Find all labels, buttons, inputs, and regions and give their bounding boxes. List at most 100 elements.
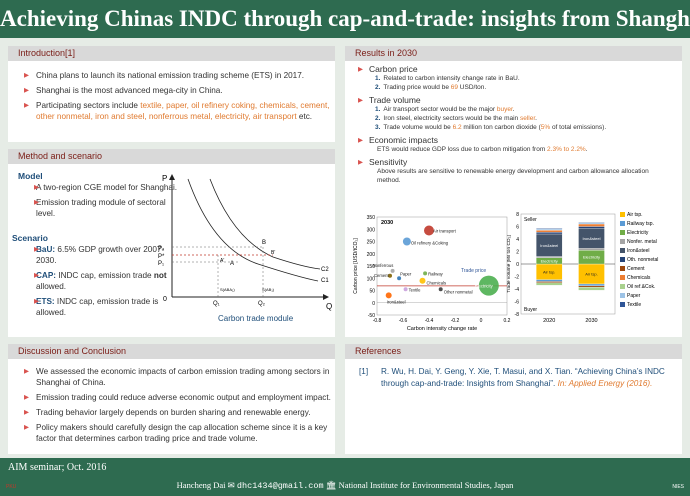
scatter-y-tick-6: 50 (369, 289, 375, 295)
bar-legend-swatch-0 (620, 212, 625, 217)
bar-legend-swatch-7 (620, 275, 625, 280)
results-panel: Results in 2030 Carbon price 1.Related t… (345, 46, 682, 337)
q1-label: Q₁ (213, 301, 220, 307)
point-a-label: A (230, 261, 234, 267)
bar-legend-label-3: Nonfer. metal (627, 239, 657, 245)
economic-impacts-text: ETS would reduce GDP loss due to carbon … (377, 146, 588, 153)
trade-volume-item-2: 2. Iron steel, electricity sectors would … (375, 115, 537, 122)
scatter-point-2 (390, 268, 395, 273)
carbon-price-scatter-chart: 350 300 250 200 150 100 50 0 -50-0.8 -0.6 -0.4 -0.2… (353, 215, 511, 332)
axis-q-label: Q (326, 302, 332, 311)
bar-2020-7 (536, 230, 563, 233)
poster-footer: AIM seminar; Oct. 2016 Hancheng Dai ✉ dh… (0, 458, 690, 496)
bar-legend-label-5: Oth. nonmetal (627, 257, 658, 263)
bar-segment-label-2030-0: Air tsp. (585, 272, 597, 277)
sensitivity-text: Above results are sensitive to renewable… (377, 168, 649, 184)
introduction-heading: Introduction[1] (8, 46, 335, 61)
intro-bullet-2: Shanghai is the most advanced mega-city … (8, 85, 335, 96)
bar-legend-swatch-4 (620, 248, 625, 253)
bar-segment-label-2030-2: Electricity (583, 255, 600, 260)
bar-2020-10 (536, 228, 563, 230)
bar-legend-label-7: Chemicals (627, 275, 651, 281)
scatter-plot-area (376, 216, 508, 316)
bar-2030-9 (578, 222, 605, 225)
scatter-y-tick-2: 250 (367, 240, 376, 246)
seminar-label: AIM seminar; Oct. 2016 (8, 462, 107, 473)
scatter-point-label-5: Railway (428, 271, 444, 276)
scatter-point-label-2: Nonferrous (373, 263, 394, 268)
bar-legend-swatch-10 (620, 302, 625, 307)
nies-logo: NIES (672, 484, 684, 490)
scatter-point-5 (423, 271, 428, 276)
bar-legend-swatch-6 (620, 266, 625, 271)
scenario-ets: ETS: INDC cap, emission trade is allowed… (18, 296, 172, 318)
model-bullet-1: A two-region CGE model for Shanghai. (18, 182, 178, 193)
bar-legend-swatch-9 (620, 293, 625, 298)
bar-legend-label-4: Iron&steel (627, 248, 650, 254)
diagram-caption: Carbon trade module (218, 314, 294, 323)
scatter-trade-price-label: Trade price (461, 268, 486, 274)
bar-y-tick-6: -4 (515, 287, 520, 293)
references-heading: References (345, 344, 682, 359)
discussion-panel: Discussion and Conclusion We assessed th… (8, 344, 335, 454)
method-panel: Method and scenario Model A two-region C… (8, 149, 335, 337)
bar-2020-6 (536, 281, 563, 283)
scatter-point-label-1: Oil refinery &Coking (411, 241, 449, 246)
pstar-label: P* (158, 254, 165, 260)
scatter-x-tick-3: -0.2 (451, 318, 460, 324)
scatter-point-8 (438, 287, 443, 292)
carbon-price-item-2: 2. Trading price would be 69 USD/ton. (375, 84, 487, 91)
bar-legend-label-9: Paper (627, 293, 641, 299)
bar-legend-swatch-3 (620, 239, 625, 244)
bar-segment-label-2030-4: Iron&steel (582, 236, 600, 241)
scatter-point-label-9: Iron&steel (387, 299, 406, 304)
bar-2030-8 (578, 286, 605, 291)
results-heading: Results in 2030 (345, 46, 682, 61)
author-email: dhc1434@gmail.com (236, 481, 324, 491)
bar-y-tick-8: -8 (515, 312, 520, 318)
scatter-point-label-8: Other nonmetal (444, 289, 473, 294)
bar-legend-label-8: Oil ref.&Cok. (627, 284, 655, 290)
discussion-bullet-3: Trading behavior largely depends on burd… (8, 407, 335, 418)
bar-y-tick-5: -2 (515, 275, 520, 281)
p2-label: P₂ (158, 246, 165, 252)
scatter-point-6 (419, 277, 426, 284)
bar-y-tick-4: 0 (516, 262, 519, 268)
author-name: Hancheng Dai (176, 480, 226, 490)
bar-legend-label-1: Railway tsp. (627, 221, 654, 227)
scatter-x-axis-label: Carbon intensity change rate (407, 326, 477, 332)
scatter-point-3 (388, 273, 392, 278)
bar-legend-swatch-5 (620, 257, 625, 262)
trade-volume-heading: Trade volume (345, 95, 682, 105)
scenario-label: Scenario (12, 233, 48, 243)
carbon-price-heading: Carbon price (345, 64, 682, 74)
model-bullet-2: Emission trading module of sectoral leve… (18, 197, 178, 219)
bar-2020-9 (536, 228, 563, 231)
sensitivity-heading: Sensitivity (345, 157, 682, 167)
bar-2020-3 (536, 256, 563, 258)
discussion-bullet-4: Policy makers should carefully design th… (8, 422, 335, 444)
scatter-y-tick-7: 0 (372, 301, 375, 307)
trade-volume-item-3: 3. Trade volume would be 6.2 million ton … (375, 124, 607, 131)
curve-c2-label: C2 (321, 267, 329, 273)
bar-2020-8 (536, 282, 563, 286)
point-b-label: B (262, 240, 266, 246)
trade-volume-item-1: 1. Air transport sector would be the majo… (375, 106, 515, 113)
bar-y-tick-0: 8 (516, 212, 519, 218)
origin-label: 0 (163, 296, 167, 303)
axis-p-label: P (162, 174, 167, 183)
curve-c1-label: C1 (321, 278, 329, 284)
introduction-panel: Introduction[1] China plans to launch it… (8, 46, 335, 142)
bar-y-tick-1: 6 (516, 225, 519, 231)
email-icon: ✉ (227, 480, 235, 490)
bar-2030-3 (578, 248, 605, 251)
scatter-point-9 (385, 292, 392, 299)
economic-impacts-heading: Economic impacts (345, 135, 682, 145)
intro-bullet-3: Participating sectors include textile, p… (8, 100, 335, 122)
bar-legend-label-0: Air tsp. (627, 212, 643, 218)
reference-text: R. Wu, H. Dai, Y. Geng, Y. Xie, T. Masui… (381, 367, 665, 388)
model-label: Model (18, 171, 43, 181)
bar-legend-label-6: Cement (627, 266, 645, 272)
bar-x-tick-0: 2020 (543, 318, 555, 324)
bar-y-tick-7: -6 (515, 300, 520, 306)
